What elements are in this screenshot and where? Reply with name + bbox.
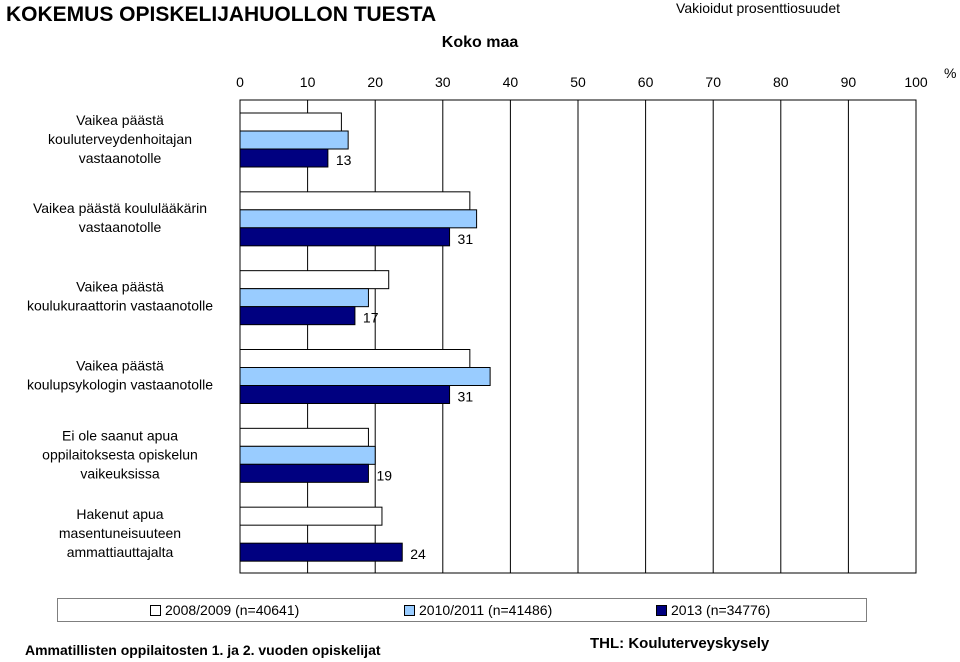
legend-item-2008: 2008/2009 (n=40641) — [150, 602, 299, 618]
legend-label-2013: 2013 (n=34776) — [671, 602, 771, 618]
x-tick-label: 0 — [236, 74, 244, 90]
x-tick-label: 30 — [435, 74, 451, 90]
bar — [239, 112, 342, 132]
chart-subtitle: Koko maa — [441, 34, 519, 51]
x-tick-label: 90 — [841, 74, 857, 90]
category-label: Hakenut apua masentuneisuuteen ammattiautt… — [59, 506, 181, 560]
data-labels: 13 31 17 31 19 24 — [336, 152, 473, 562]
bars — [239, 112, 491, 562]
data-label: 19 — [376, 467, 392, 483]
bar — [239, 191, 471, 211]
bar — [239, 288, 369, 308]
legend-item-2010: 2010/2011 (n=41486) — [404, 602, 552, 618]
x-axis-unit: % — [944, 65, 956, 81]
category-label: Vaikea päästä koululääkärin vastaanotolle — [33, 200, 207, 235]
legend-swatch-2008 — [150, 604, 161, 616]
plot-frame — [239, 99, 917, 574]
bar — [239, 463, 369, 483]
category-label: Ei ole saanut apua oppilaitoksesta opiske… — [42, 427, 198, 481]
bar — [239, 367, 491, 386]
data-label: 24 — [410, 546, 426, 562]
measure-note: Vakioidut prosenttiosuudet — [676, 0, 840, 16]
data-label: 31 — [458, 231, 474, 247]
category-label: Vaikea päästä koulukuraattorin vastaanoto… — [27, 279, 213, 314]
x-tick-label: 10 — [300, 74, 316, 90]
data-label: 13 — [336, 152, 352, 168]
x-tick-label: 100 — [904, 74, 928, 90]
category-labels: Vaikea päästä kouluterveydenhoitajan vasta… — [27, 112, 213, 560]
bar — [239, 306, 356, 326]
x-tick-label: 70 — [705, 74, 721, 90]
bar — [239, 270, 390, 290]
x-tick-label: 40 — [503, 74, 519, 90]
bar — [239, 349, 471, 368]
x-tick-label: 20 — [367, 74, 383, 90]
footer-population: Ammatillisten oppilaitosten 1. ja 2. vuo… — [25, 642, 381, 658]
data-label: 31 — [458, 389, 474, 405]
bar — [239, 506, 383, 526]
category-label: Vaikea päästä koulupsykologin vastaanotol… — [27, 358, 213, 393]
bar — [239, 209, 478, 229]
page-title: KOKEMUS OPISKELIJAHUOLLON TUESTA — [6, 3, 437, 26]
legend-swatch-2013 — [656, 604, 667, 616]
gridlines — [307, 100, 849, 573]
x-tick-label: 80 — [773, 74, 789, 90]
data-label: 17 — [363, 310, 379, 326]
x-tick-label: 60 — [638, 74, 654, 90]
bar — [239, 542, 403, 562]
footer-source: THL: Kouluterveyskysely — [590, 635, 770, 652]
legend-label-2010: 2010/2011 (n=41486) — [419, 602, 553, 618]
bar-chart: 0 10 20 30 40 50 60 70 80 90 100 Vaikea päästä koul… — [27, 65, 956, 574]
bar — [239, 148, 329, 168]
legend-label-2008: 2008/2009 (n=40641) — [165, 602, 300, 618]
x-tick-label: 50 — [570, 74, 586, 90]
bar — [239, 427, 369, 447]
legend-item-2013: 2013 (n=34776) — [656, 602, 770, 618]
legend: 2008/2009 (n=40641) 2010/2011 (n=41486) … — [57, 598, 867, 622]
bar — [239, 227, 451, 247]
bar — [239, 130, 349, 150]
bar — [239, 385, 451, 404]
category-label: Vaikea päästä kouluterveydenhoitajan vasta… — [48, 112, 192, 166]
bar — [239, 445, 376, 465]
x-axis-ticks: 0 10 20 30 40 50 60 70 80 90 100 — [236, 74, 928, 90]
legend-swatch-2010 — [404, 604, 415, 616]
